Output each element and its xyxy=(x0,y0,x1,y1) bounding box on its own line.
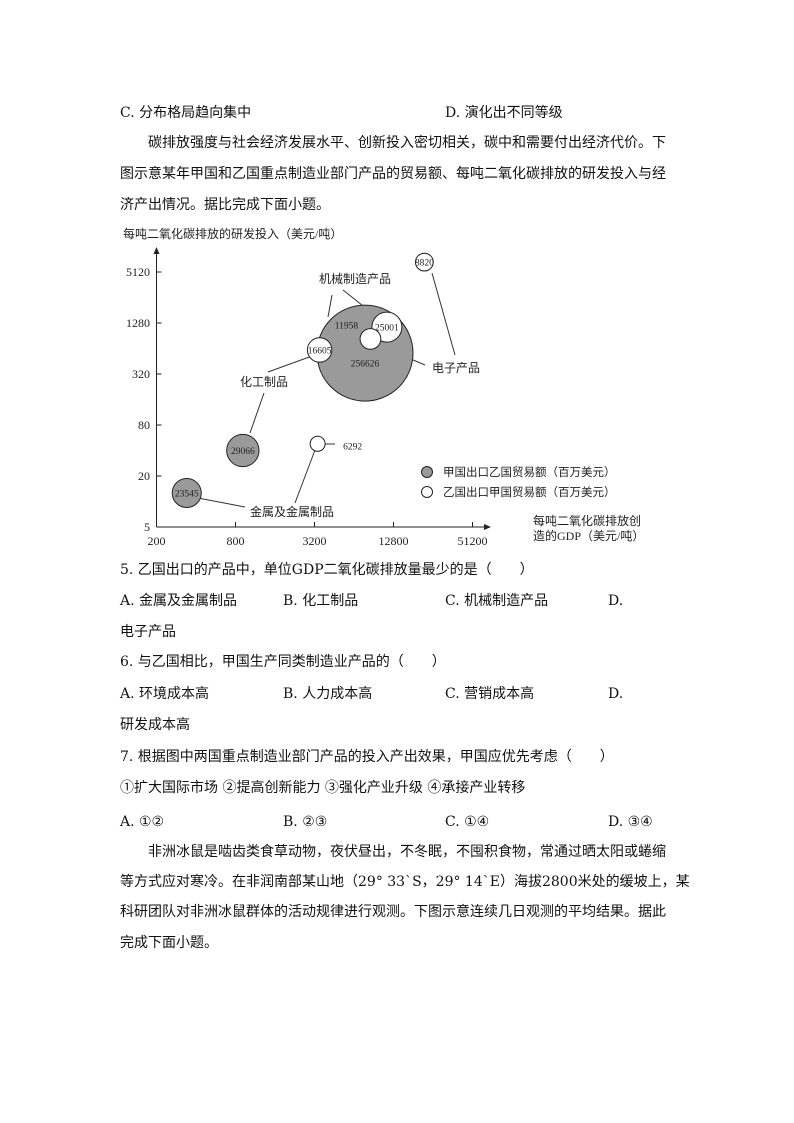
q5-option-d-text[interactable]: 电子产品 xyxy=(120,624,176,640)
leader-line xyxy=(327,294,333,318)
y-tick-label: 5 xyxy=(144,520,150,534)
bubble-yi xyxy=(309,435,326,452)
x-tick-label: 200 xyxy=(148,534,166,548)
q7-option-c[interactable]: C. ①④ xyxy=(445,814,490,830)
x-tick-label: 12800 xyxy=(379,534,409,548)
intro-line: 济产出情况。据比完成下面小题。 xyxy=(120,197,330,213)
question-6-stem: 6. 与乙国相比，甲国生产同类制造业产品的（ ） xyxy=(120,654,446,670)
intro-line: 图示意某年甲国和乙国重点制造业部门产品的贸易额、每吨二氧化碳排放的研发投入与经 xyxy=(120,166,666,182)
option-c-previous: C. 分布格局趋向集中 xyxy=(120,105,252,121)
outro-line: 完成下面小题。 xyxy=(120,935,218,951)
bubble-value-label: 29066 xyxy=(231,447,255,457)
q5-option-a[interactable]: A. 金属及金属制品 xyxy=(120,593,238,609)
q6-option-a[interactable]: A. 环境成本高 xyxy=(120,686,210,702)
legend-swatch-jia xyxy=(421,466,433,478)
leader-line xyxy=(431,272,456,356)
bubble-value-label: 25001 xyxy=(375,324,399,334)
q5-option-c[interactable]: C. 机械制造产品 xyxy=(445,593,549,609)
x-tick-label: 800 xyxy=(227,534,245,548)
category-label-metals: 金属及金属制品 xyxy=(250,504,334,519)
q6-option-c[interactable]: C. 营销成本高 xyxy=(445,686,535,702)
option-d-previous: D. 演化出不同等级 xyxy=(445,105,563,121)
bubble-yi xyxy=(359,328,382,350)
outro-line: 科研团队对非洲冰鼠群体的活动规律进行观测。下图示意连续几日观测的平均结果。据此 xyxy=(120,904,666,920)
bubble-jia xyxy=(226,433,260,468)
legend-swatch-yi xyxy=(421,486,433,498)
y-tick-label: 1280 xyxy=(126,316,150,330)
intro-line: 碳排放强度与社会经济发展水平、创新投入密切相关，碳中和需要付出经济代价。下 xyxy=(148,135,666,151)
leader-line xyxy=(267,355,313,373)
leader-line xyxy=(294,449,316,504)
legend-label-yi: 乙国出口甲国贸易额（百万美元） xyxy=(443,485,616,499)
q6-option-d-text[interactable]: 研发成本高 xyxy=(120,717,190,733)
category-label-electronics: 电子产品 xyxy=(432,361,480,375)
q7-option-d[interactable]: D. ③④ xyxy=(608,814,653,830)
x-axis-title: 造的GDP（美元/吨） xyxy=(533,528,644,543)
y-tick-label: 20 xyxy=(138,469,150,483)
y-tick-label: 80 xyxy=(138,418,150,432)
bubble-yi xyxy=(414,252,434,272)
x-axis-title: 每吨二氧化碳排放创 xyxy=(533,513,641,528)
q6-option-d[interactable]: D. xyxy=(608,686,624,702)
bubble-yi xyxy=(306,337,333,363)
bubble-jia xyxy=(171,477,202,509)
q5-option-b[interactable]: B. 化工制品 xyxy=(283,593,359,609)
bubble-value-label: 6292 xyxy=(343,442,362,452)
question-5-stem: 5. 乙国出口的产品中，单位GDP二氧化碳排放量最少的是（ ） xyxy=(120,562,534,578)
q5-option-d[interactable]: D. xyxy=(608,593,624,609)
y-tick-label: 5120 xyxy=(126,265,150,279)
outro-line: 等方式应对寒冷。在非润南部某山地（29° 33`S，29° 14`E）海拔280… xyxy=(120,874,690,890)
q6-option-b[interactable]: B. 人力成本高 xyxy=(283,686,373,702)
y-tick-label: 320 xyxy=(132,367,150,381)
q7-option-b[interactable]: B. ②③ xyxy=(283,814,328,830)
bubble-value-label: 11958 xyxy=(335,321,359,331)
bubble-value-label: 8820 xyxy=(415,259,434,269)
legend-label-jia: 甲国出口乙国贸易额（百万美元） xyxy=(443,465,616,479)
x-tick-label: 3200 xyxy=(303,534,327,548)
question-7-stem: 7. 根据图中两国重点制造业部门产品的投入产出效果，甲国应优先考虑（ ） xyxy=(120,749,614,765)
leader-line xyxy=(249,392,265,434)
question-7-choices: ①扩大国际市场 ②提高创新能力 ③强化产业升级 ④承接产业转移 xyxy=(120,780,526,796)
category-label-chemicals: 化工制品 xyxy=(240,375,288,389)
bubble-value-label: 256626 xyxy=(351,360,380,370)
q7-option-a[interactable]: A. ①② xyxy=(120,814,165,830)
bubble-value-label: 23545 xyxy=(175,489,199,499)
category-label-machinery: 机械制造产品 xyxy=(319,271,391,286)
bubble-value-label: 16605 xyxy=(308,346,332,356)
outro-line: 非洲冰鼠是啮齿类食草动物，夜伏昼出，不冬眠，不囤积食物，常通过晒太阳或蜷缩 xyxy=(148,844,666,860)
x-tick-label: 51200 xyxy=(458,534,488,548)
y-axis-title: 每吨二氧化碳排放的研发投入（美元/吨） xyxy=(123,226,342,241)
leader-line xyxy=(197,497,246,508)
